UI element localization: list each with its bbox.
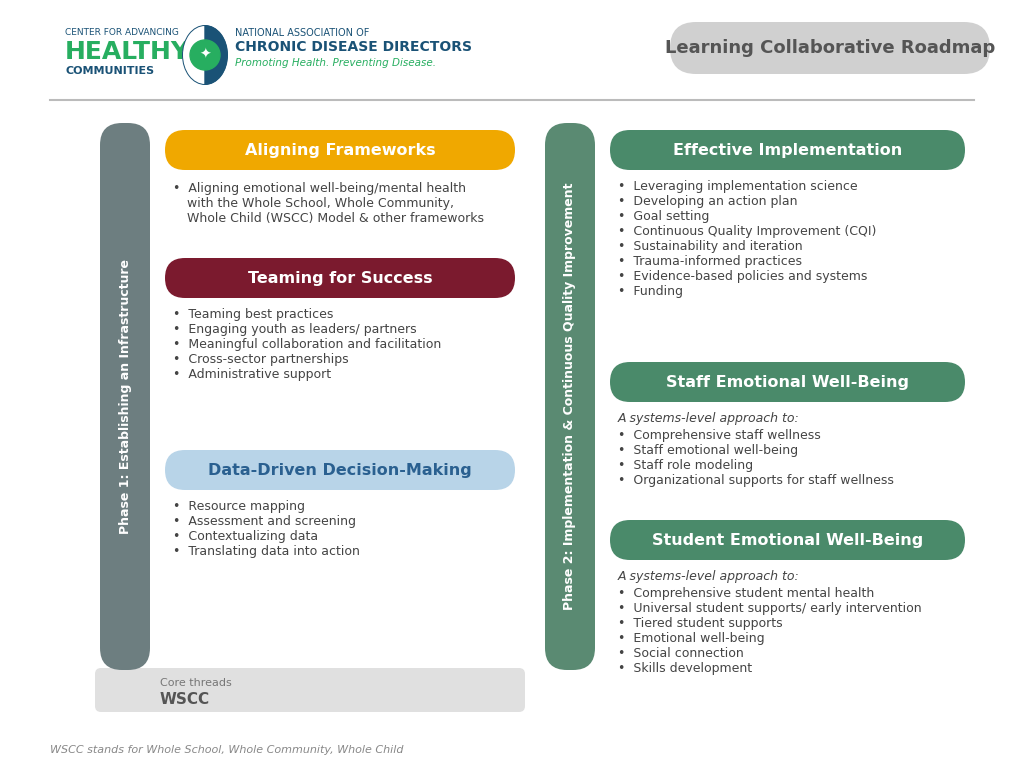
Text: •  Skills development: • Skills development xyxy=(618,662,752,675)
Text: NATIONAL ASSOCIATION OF: NATIONAL ASSOCIATION OF xyxy=(234,28,370,38)
FancyBboxPatch shape xyxy=(165,130,515,170)
Text: •  Comprehensive student mental health: • Comprehensive student mental health xyxy=(618,587,874,600)
Text: •  Continuous Quality Improvement (CQI): • Continuous Quality Improvement (CQI) xyxy=(618,225,877,238)
Text: Learning Collaborative Roadmap: Learning Collaborative Roadmap xyxy=(665,39,995,57)
Text: •  Tiered student supports: • Tiered student supports xyxy=(618,617,782,630)
Text: •  Evidence-based policies and systems: • Evidence-based policies and systems xyxy=(618,270,867,283)
Text: •  Social connection: • Social connection xyxy=(618,647,743,660)
Text: Staff Emotional Well-Being: Staff Emotional Well-Being xyxy=(666,375,909,389)
FancyBboxPatch shape xyxy=(545,123,595,670)
Text: Data-Driven Decision-Making: Data-Driven Decision-Making xyxy=(208,462,472,478)
FancyBboxPatch shape xyxy=(165,450,515,490)
Text: •  Trauma-informed practices: • Trauma-informed practices xyxy=(618,255,802,268)
Text: Teaming for Success: Teaming for Success xyxy=(248,270,432,286)
Ellipse shape xyxy=(182,25,228,85)
Text: COMMUNITIES: COMMUNITIES xyxy=(65,66,155,76)
Text: •  Meaningful collaboration and facilitation: • Meaningful collaboration and facilitat… xyxy=(173,338,441,351)
FancyBboxPatch shape xyxy=(165,258,515,298)
Text: •  Sustainability and iteration: • Sustainability and iteration xyxy=(618,240,803,253)
Text: •  Funding: • Funding xyxy=(618,285,683,298)
Text: •  Emotional well-being: • Emotional well-being xyxy=(618,632,765,645)
Text: •  Teaming best practices: • Teaming best practices xyxy=(173,308,334,321)
Polygon shape xyxy=(205,26,227,84)
Circle shape xyxy=(190,40,220,70)
Text: Student Emotional Well-Being: Student Emotional Well-Being xyxy=(652,532,923,548)
Text: •  Goal setting: • Goal setting xyxy=(618,210,710,223)
FancyBboxPatch shape xyxy=(95,668,525,712)
Text: WSCC: WSCC xyxy=(160,692,210,707)
Text: •  Leveraging implementation science: • Leveraging implementation science xyxy=(618,180,858,193)
Text: CHRONIC DISEASE DIRECTORS: CHRONIC DISEASE DIRECTORS xyxy=(234,40,472,54)
Text: Core threads: Core threads xyxy=(160,678,231,688)
Text: CENTER FOR ADVANCING: CENTER FOR ADVANCING xyxy=(65,28,179,37)
Text: •  Translating data into action: • Translating data into action xyxy=(173,545,359,558)
Ellipse shape xyxy=(183,26,227,84)
Text: Phase 2: Implementation & Continuous Quality Improvement: Phase 2: Implementation & Continuous Qua… xyxy=(563,183,577,611)
Text: A systems-level approach to:: A systems-level approach to: xyxy=(618,412,800,425)
Text: •  Developing an action plan: • Developing an action plan xyxy=(618,195,798,208)
Text: with the Whole School, Whole Community,: with the Whole School, Whole Community, xyxy=(187,197,454,210)
Text: •  Staff emotional well-being: • Staff emotional well-being xyxy=(618,444,798,457)
FancyBboxPatch shape xyxy=(100,123,150,670)
Text: •  Engaging youth as leaders/ partners: • Engaging youth as leaders/ partners xyxy=(173,323,417,336)
Text: •  Staff role modeling: • Staff role modeling xyxy=(618,459,753,472)
Text: •  Organizational supports for staff wellness: • Organizational supports for staff well… xyxy=(618,474,894,487)
Text: •  Assessment and screening: • Assessment and screening xyxy=(173,515,356,528)
Text: Whole Child (WSCC) Model & other frameworks: Whole Child (WSCC) Model & other framewo… xyxy=(187,212,484,225)
Text: •  Cross-sector partnerships: • Cross-sector partnerships xyxy=(173,353,348,366)
Text: •  Contextualizing data: • Contextualizing data xyxy=(173,530,318,543)
Text: Phase 1: Establishing an Infrastructure: Phase 1: Establishing an Infrastructure xyxy=(119,259,131,534)
FancyBboxPatch shape xyxy=(670,22,990,74)
Text: •  Aligning emotional well-being/mental health: • Aligning emotional well-being/mental h… xyxy=(173,182,466,195)
FancyBboxPatch shape xyxy=(610,520,965,560)
FancyBboxPatch shape xyxy=(610,130,965,170)
Text: Aligning Frameworks: Aligning Frameworks xyxy=(245,143,435,157)
Text: Promoting Health. Preventing Disease.: Promoting Health. Preventing Disease. xyxy=(234,58,436,68)
Text: •  Resource mapping: • Resource mapping xyxy=(173,500,305,513)
Text: WSCC stands for Whole School, Whole Community, Whole Child: WSCC stands for Whole School, Whole Comm… xyxy=(50,745,403,755)
Text: ✦: ✦ xyxy=(200,48,211,62)
Text: Effective Implementation: Effective Implementation xyxy=(673,143,902,157)
Text: •  Administrative support: • Administrative support xyxy=(173,368,331,381)
Text: A systems-level approach to:: A systems-level approach to: xyxy=(618,570,800,583)
Text: •  Universal student supports/ early intervention: • Universal student supports/ early inte… xyxy=(618,602,922,615)
FancyBboxPatch shape xyxy=(610,362,965,402)
Text: •  Comprehensive staff wellness: • Comprehensive staff wellness xyxy=(618,429,821,442)
Text: HEALTHY: HEALTHY xyxy=(65,40,190,64)
